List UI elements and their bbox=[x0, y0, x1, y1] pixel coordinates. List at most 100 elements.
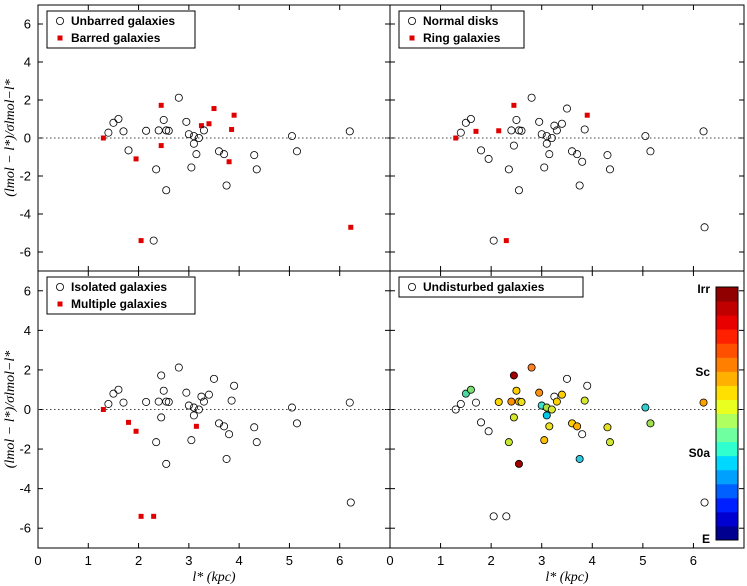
legend-label: Ring galaxies bbox=[423, 31, 501, 45]
data-point bbox=[540, 163, 549, 172]
data-point bbox=[104, 399, 113, 408]
data-point bbox=[194, 405, 203, 414]
data-point bbox=[542, 411, 551, 420]
data-point bbox=[226, 159, 232, 165]
data-point bbox=[535, 388, 544, 397]
data-point bbox=[287, 132, 296, 141]
data-point bbox=[512, 115, 521, 124]
y-tick-label: 6 bbox=[24, 17, 31, 32]
data-point bbox=[162, 459, 171, 468]
data-point bbox=[100, 135, 106, 141]
data-point bbox=[453, 135, 459, 141]
x-tick-label: 0 bbox=[34, 553, 41, 568]
colorbar-segment bbox=[716, 287, 738, 302]
data-point bbox=[109, 389, 118, 398]
y-tick-label: -2 bbox=[19, 442, 31, 457]
data-point bbox=[100, 407, 106, 412]
colorbar-label: Irr bbox=[697, 282, 710, 296]
data-point bbox=[151, 513, 157, 519]
data-point bbox=[547, 133, 556, 142]
data-point bbox=[471, 398, 480, 407]
data-point bbox=[189, 132, 198, 141]
data-point bbox=[514, 126, 523, 135]
y-tick-label: 6 bbox=[24, 283, 31, 298]
data-point bbox=[126, 419, 132, 425]
data-point bbox=[503, 238, 509, 244]
y-tick-label: -2 bbox=[19, 169, 31, 184]
data-point bbox=[174, 363, 183, 372]
data-point bbox=[542, 132, 551, 141]
data-point bbox=[142, 126, 151, 135]
x-tick-label: 5 bbox=[286, 553, 293, 568]
legend-label: Unbarred galaxies bbox=[71, 14, 175, 28]
data-point bbox=[603, 151, 612, 160]
data-point bbox=[157, 371, 166, 380]
data-point bbox=[535, 117, 544, 126]
colorbar-segment bbox=[716, 525, 738, 541]
data-point bbox=[514, 459, 523, 468]
data-point bbox=[578, 157, 587, 166]
y-tick-label: 2 bbox=[24, 362, 31, 377]
y-tick-label: -6 bbox=[19, 521, 31, 536]
colorbar-frame bbox=[715, 286, 739, 541]
data-point bbox=[133, 428, 139, 434]
data-point bbox=[477, 146, 486, 155]
data-point bbox=[162, 397, 171, 406]
data-point bbox=[220, 150, 229, 159]
data-point bbox=[641, 132, 650, 141]
data-point bbox=[517, 397, 526, 406]
x-axis-label: l* (kpc) bbox=[192, 570, 235, 585]
data-point bbox=[580, 125, 589, 134]
colorbar-label: E bbox=[702, 532, 710, 546]
legend-marker bbox=[57, 35, 63, 41]
data-point bbox=[138, 513, 144, 519]
data-point bbox=[568, 147, 577, 156]
data-point bbox=[138, 238, 144, 244]
data-point bbox=[152, 438, 161, 447]
legend-marker bbox=[56, 16, 65, 25]
data-point bbox=[573, 422, 582, 431]
data-point bbox=[174, 93, 183, 102]
data-point bbox=[461, 118, 470, 127]
colorbar-label: S0a bbox=[689, 446, 711, 460]
legend-box bbox=[46, 276, 196, 315]
data-point bbox=[641, 403, 650, 412]
data-point bbox=[517, 126, 526, 135]
data-point bbox=[199, 397, 208, 406]
data-point bbox=[198, 123, 204, 129]
data-point bbox=[211, 106, 217, 112]
data-point bbox=[109, 118, 118, 127]
data-point bbox=[605, 165, 614, 174]
data-point bbox=[162, 186, 171, 195]
data-point bbox=[182, 117, 191, 126]
data-point bbox=[154, 126, 163, 135]
data-point bbox=[292, 419, 301, 428]
legend-marker bbox=[57, 301, 63, 307]
data-point bbox=[193, 423, 199, 429]
data-point bbox=[162, 126, 171, 135]
x-tick-label: 3 bbox=[185, 553, 192, 568]
data-point bbox=[142, 397, 151, 406]
data-point bbox=[512, 386, 521, 395]
data-point bbox=[527, 93, 536, 102]
data-point bbox=[557, 119, 566, 128]
data-point bbox=[197, 392, 206, 401]
data-point bbox=[578, 430, 587, 439]
data-point bbox=[206, 121, 212, 127]
data-point bbox=[222, 181, 231, 190]
data-point bbox=[158, 102, 164, 108]
data-point bbox=[557, 390, 566, 399]
x-axis-label: l* (kpc) bbox=[545, 570, 588, 585]
data-point bbox=[473, 128, 479, 134]
colorbar-segment bbox=[716, 385, 738, 400]
data-point bbox=[484, 154, 493, 163]
data-point bbox=[646, 419, 655, 428]
data-point bbox=[466, 115, 475, 124]
colorbar-segment bbox=[716, 371, 738, 386]
x-tick-label: 6 bbox=[336, 553, 343, 568]
data-point bbox=[484, 427, 493, 436]
data-point bbox=[563, 104, 572, 113]
data-point bbox=[494, 397, 503, 406]
data-point bbox=[345, 398, 354, 407]
data-point bbox=[154, 397, 163, 406]
